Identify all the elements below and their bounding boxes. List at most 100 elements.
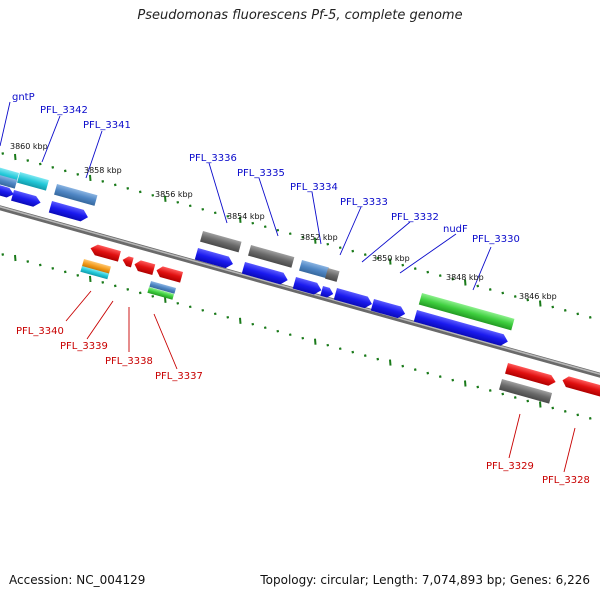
minor-tick [63, 270, 67, 274]
minor-tick [201, 308, 205, 312]
minor-tick [38, 162, 42, 166]
gene-label[interactable]: PFL_3335 [237, 168, 285, 179]
minor-tick [176, 301, 180, 305]
minor-tick [376, 357, 380, 361]
feature-orange-3339[interactable] [81, 259, 111, 275]
minor-tick [363, 354, 367, 357]
feature-cyan-3339[interactable] [80, 266, 109, 280]
gene-labels-top: gntP PFL_3342 PFL_3341 PFL_3336 PFL_3335… [12, 92, 520, 245]
minor-tick [376, 256, 380, 260]
major-tick [314, 338, 317, 345]
feature-cyan-3342[interactable] [17, 172, 49, 191]
feature-gray-3334[interactable] [325, 268, 340, 282]
feature-steel-3337[interactable] [149, 281, 177, 294]
major-tick [314, 237, 317, 244]
feature-blue-left[interactable] [0, 183, 15, 199]
gene-label[interactable]: PFL_3328 [542, 475, 590, 486]
minor-tick [101, 180, 105, 183]
minor-tick [51, 267, 55, 270]
feature-green-nudF[interactable] [418, 293, 515, 331]
gene-label[interactable]: PFL_3337 [155, 371, 203, 382]
feature-red-3338b[interactable] [133, 259, 156, 275]
feature-red-3328[interactable] [561, 375, 600, 398]
major-tick [389, 359, 392, 366]
feature-blue-3333a[interactable] [320, 286, 334, 299]
accession-text: Accession: NC_004129 [9, 573, 146, 587]
feature-gray-3336[interactable] [200, 231, 242, 253]
minor-tick [438, 274, 442, 277]
minor-tick [551, 305, 555, 309]
minor-tick [563, 410, 567, 413]
major-tick [14, 153, 17, 161]
feature-red-3340[interactable] [89, 243, 121, 262]
minor-tick [126, 187, 130, 190]
feature-steel-left[interactable] [0, 174, 18, 189]
minor-tick [226, 214, 230, 218]
feature-steel-3334[interactable] [299, 260, 329, 279]
feature-blue-3333[interactable] [333, 288, 374, 310]
minor-tick [338, 246, 342, 250]
gene-label[interactable]: nudF [443, 224, 468, 235]
scale-labels: 3860 kbp 3858 kbp 3856 kbp 3854 kbp 3852… [10, 142, 557, 301]
minor-tick [551, 406, 555, 410]
scale-label: 3848 kbp [446, 273, 484, 282]
feature-red-3337[interactable] [155, 265, 184, 283]
minor-tick [563, 309, 567, 312]
gene-label[interactable]: PFL_3339 [60, 341, 108, 352]
scale-label: 3846 kbp [519, 292, 557, 301]
minor-tick [363, 253, 367, 256]
minor-tick [76, 173, 80, 176]
feature-steel-3341[interactable] [54, 184, 98, 206]
gene-label[interactable]: PFL_3342 [40, 105, 88, 116]
genome-summary-text: Topology: circular; Length: 7,074,893 bp… [260, 573, 590, 587]
minor-tick [326, 343, 330, 347]
gene-labels-bottom: PFL_3340 PFL_3339 PFL_3338 PFL_3337 PFL_… [16, 326, 590, 486]
feature-blue-3332[interactable] [370, 299, 407, 320]
minor-tick [451, 378, 455, 382]
minor-tick [301, 235, 305, 239]
minor-tick [413, 368, 417, 371]
gene-label[interactable]: PFL_3334 [290, 182, 338, 193]
scale-label: 3860 kbp [10, 142, 48, 151]
major-tick [464, 279, 467, 286]
minor-tick [288, 333, 292, 337]
minor-tick [63, 169, 67, 173]
scale-label: 3854 kbp [227, 212, 265, 221]
gene-label[interactable]: PFL_3340 [16, 326, 64, 337]
gene-label[interactable]: gntP [12, 92, 35, 103]
gene-label[interactable]: PFL_3341 [83, 120, 131, 131]
gene-label[interactable]: PFL_3338 [105, 356, 153, 367]
feature-blue-3336[interactable] [194, 248, 235, 270]
minor-tick [176, 200, 180, 204]
minor-tick [488, 389, 492, 392]
feature-blue-3341[interactable] [48, 201, 90, 223]
major-tick [389, 258, 392, 265]
feature-blue-3334[interactable] [292, 277, 323, 296]
feature-blue-3335[interactable] [241, 262, 290, 286]
minor-tick [213, 312, 217, 316]
minor-tick [326, 242, 330, 246]
gene-label[interactable]: PFL_3336 [189, 153, 237, 164]
minor-tick [451, 277, 455, 281]
minor-tick [476, 385, 480, 389]
minor-tick [351, 249, 355, 253]
minor-tick [151, 193, 155, 197]
minor-tick [226, 315, 230, 319]
feature-gray-3329[interactable] [499, 379, 553, 404]
feature-green-3337[interactable] [147, 287, 175, 300]
minor-tick [138, 291, 142, 295]
feature-gray-3335[interactable] [248, 245, 295, 268]
minor-tick [188, 305, 192, 309]
scale-label: 3850 kbp [372, 254, 410, 263]
gene-label[interactable]: PFL_3332 [391, 212, 439, 223]
gene-label[interactable]: PFL_3330 [472, 234, 520, 245]
feature-blue-3342[interactable] [11, 190, 42, 208]
minor-tick [188, 204, 192, 208]
gene-label[interactable]: PFL_3329 [486, 461, 534, 472]
feature-red-3329[interactable] [505, 363, 557, 387]
major-tick [464, 380, 467, 387]
feature-blue-3330[interactable] [413, 310, 510, 347]
feature-red-3338a[interactable] [121, 255, 134, 268]
gene-label[interactable]: PFL_3333 [340, 197, 388, 208]
minor-tick [588, 417, 592, 420]
